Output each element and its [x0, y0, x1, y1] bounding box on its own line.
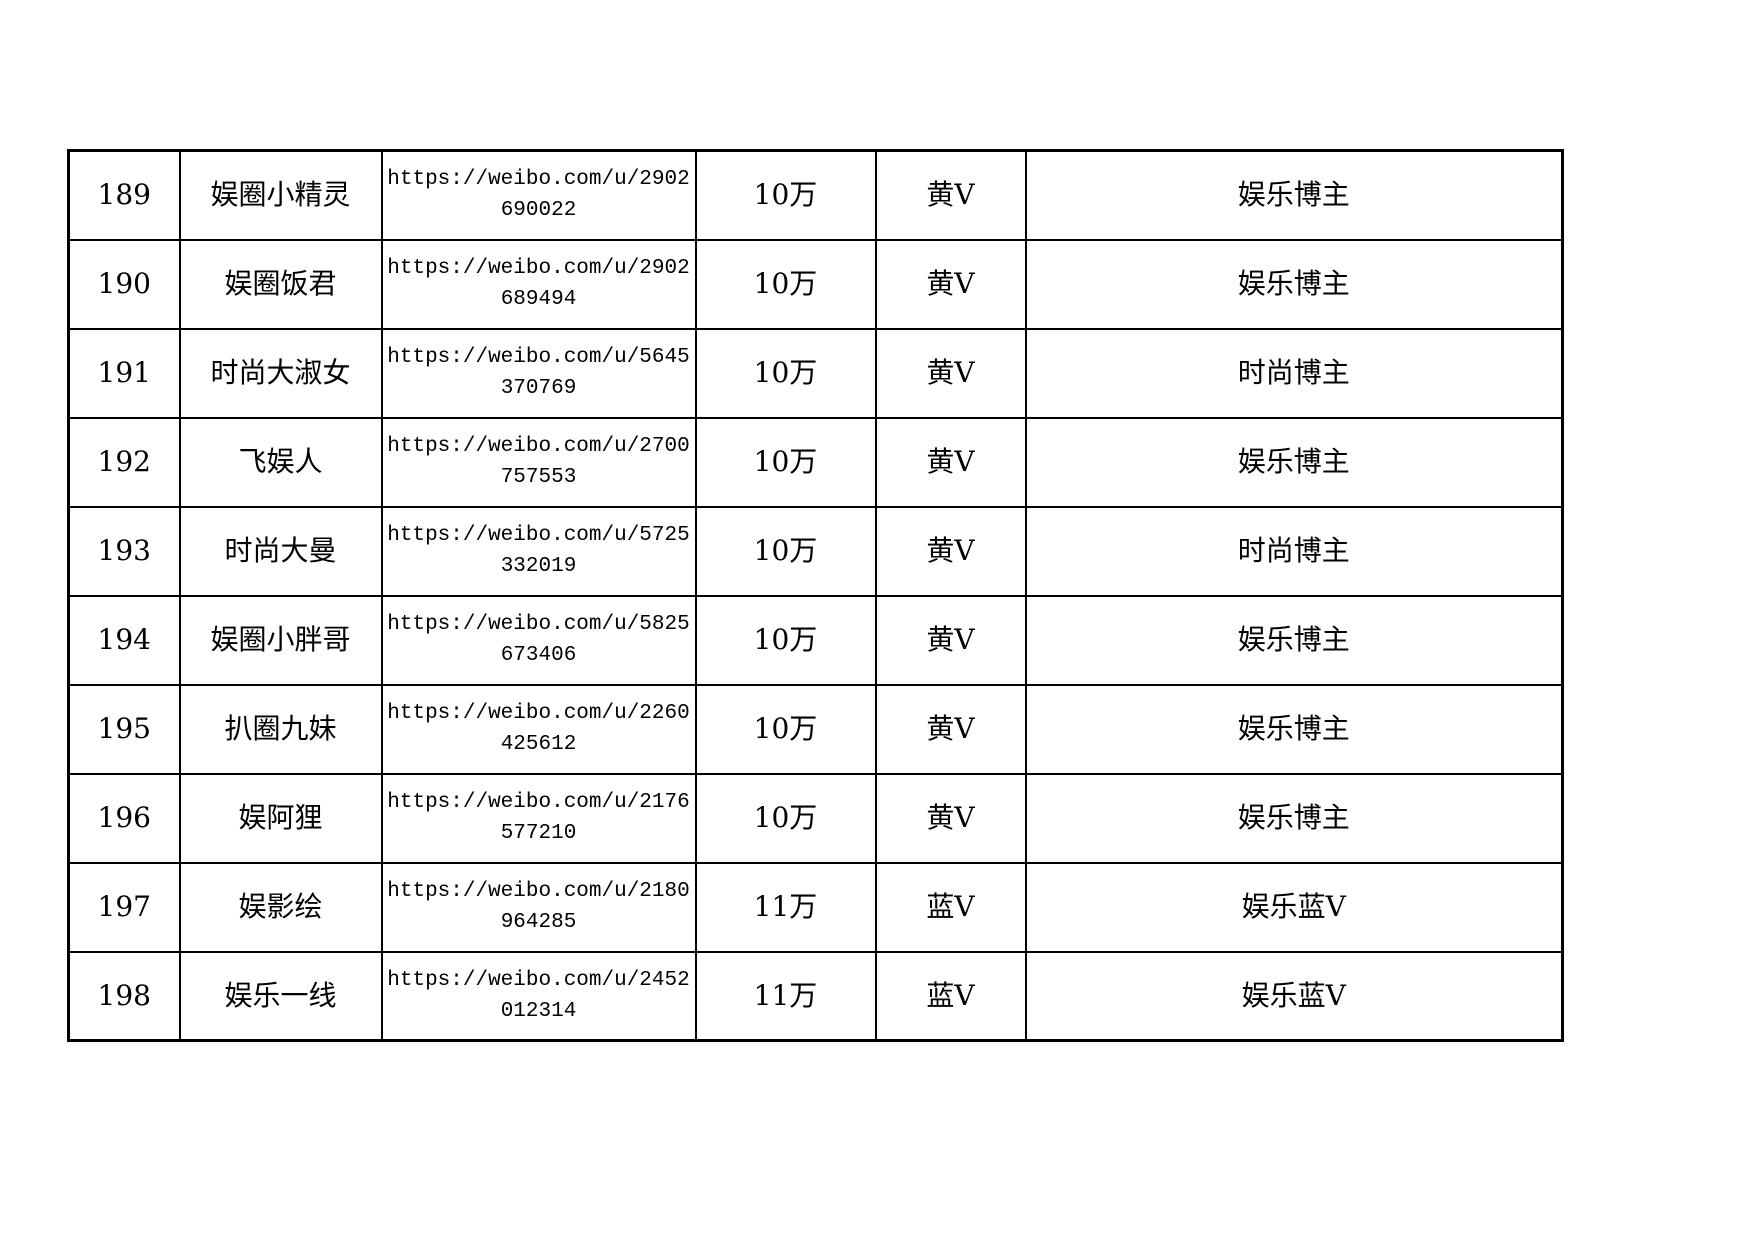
verification-cell: 黄V	[874, 149, 1027, 241]
row-number-cell: 194	[67, 594, 181, 686]
followers-cell: 10万	[694, 772, 877, 864]
verification-cell: 黄V	[874, 416, 1027, 508]
category-cell: 娱乐博主	[1024, 683, 1564, 775]
table-row: 189 娱圈小精灵 https://weibo.com/u/2902690022…	[67, 149, 1564, 241]
followers-cell: 10万	[694, 149, 877, 241]
account-name-cell: 娱圈饭君	[178, 238, 383, 330]
verification-cell: 黄V	[874, 505, 1027, 597]
table-row: 190 娱圈饭君 https://weibo.com/u/2902689494 …	[67, 238, 1564, 330]
account-name-cell: 扒圈九妹	[178, 683, 383, 775]
category-cell: 时尚博主	[1024, 505, 1564, 597]
account-name-cell: 飞娱人	[178, 416, 383, 508]
table-row: 191 时尚大淑女 https://weibo.com/u/5645370769…	[67, 327, 1564, 419]
category-cell: 娱乐博主	[1024, 594, 1564, 686]
followers-cell: 10万	[694, 594, 877, 686]
followers-cell: 10万	[694, 416, 877, 508]
account-url-cell: https://weibo.com/u/2176577210	[380, 772, 697, 864]
table-row: 194 娱圈小胖哥 https://weibo.com/u/5825673406…	[67, 594, 1564, 686]
row-number-cell: 198	[67, 950, 181, 1042]
category-cell: 娱乐蓝V	[1024, 861, 1564, 953]
account-url-cell: https://weibo.com/u/2902689494	[380, 238, 697, 330]
row-number-cell: 191	[67, 327, 181, 419]
account-name-cell: 娱影绘	[178, 861, 383, 953]
verification-cell: 蓝V	[874, 861, 1027, 953]
row-number-cell: 195	[67, 683, 181, 775]
account-name-cell: 娱阿狸	[178, 772, 383, 864]
category-cell: 娱乐博主	[1024, 772, 1564, 864]
account-name-cell: 娱圈小精灵	[178, 149, 383, 241]
account-name-cell: 娱乐一线	[178, 950, 383, 1042]
account-url-cell: https://weibo.com/u/5645370769	[380, 327, 697, 419]
verification-cell: 黄V	[874, 238, 1027, 330]
account-name-cell: 时尚大淑女	[178, 327, 383, 419]
category-cell: 娱乐博主	[1024, 238, 1564, 330]
row-number-cell: 189	[67, 149, 181, 241]
row-number-cell: 193	[67, 505, 181, 597]
account-url-cell: https://weibo.com/u/5725332019	[380, 505, 697, 597]
verification-cell: 黄V	[874, 594, 1027, 686]
followers-cell: 11万	[694, 950, 877, 1042]
table-row: 198 娱乐一线 https://weibo.com/u/2452012314 …	[67, 950, 1564, 1042]
followers-cell: 11万	[694, 861, 877, 953]
table-row: 193 时尚大曼 https://weibo.com/u/5725332019 …	[67, 505, 1564, 597]
row-number-cell: 190	[67, 238, 181, 330]
account-url-cell: https://weibo.com/u/2700757553	[380, 416, 697, 508]
account-name-cell: 时尚大曼	[178, 505, 383, 597]
verification-cell: 黄V	[874, 327, 1027, 419]
category-cell: 娱乐博主	[1024, 416, 1564, 508]
table-row: 195 扒圈九妹 https://weibo.com/u/2260425612 …	[67, 683, 1564, 775]
category-cell: 娱乐博主	[1024, 149, 1564, 241]
table-row: 196 娱阿狸 https://weibo.com/u/2176577210 1…	[67, 772, 1564, 864]
table-row: 192 飞娱人 https://weibo.com/u/2700757553 1…	[67, 416, 1564, 508]
row-number-cell: 196	[67, 772, 181, 864]
followers-cell: 10万	[694, 683, 877, 775]
followers-cell: 10万	[694, 238, 877, 330]
row-number-cell: 197	[67, 861, 181, 953]
account-name-cell: 娱圈小胖哥	[178, 594, 383, 686]
verification-cell: 黄V	[874, 683, 1027, 775]
accounts-table: 189 娱圈小精灵 https://weibo.com/u/2902690022…	[67, 149, 1564, 1042]
verification-cell: 蓝V	[874, 950, 1027, 1042]
account-url-cell: https://weibo.com/u/5825673406	[380, 594, 697, 686]
account-url-cell: https://weibo.com/u/2260425612	[380, 683, 697, 775]
row-number-cell: 192	[67, 416, 181, 508]
category-cell: 时尚博主	[1024, 327, 1564, 419]
account-url-cell: https://weibo.com/u/2452012314	[380, 950, 697, 1042]
category-cell: 娱乐蓝V	[1024, 950, 1564, 1042]
table-row: 197 娱影绘 https://weibo.com/u/2180964285 1…	[67, 861, 1564, 953]
followers-cell: 10万	[694, 327, 877, 419]
account-url-cell: https://weibo.com/u/2902690022	[380, 149, 697, 241]
followers-cell: 10万	[694, 505, 877, 597]
account-url-cell: https://weibo.com/u/2180964285	[380, 861, 697, 953]
verification-cell: 黄V	[874, 772, 1027, 864]
